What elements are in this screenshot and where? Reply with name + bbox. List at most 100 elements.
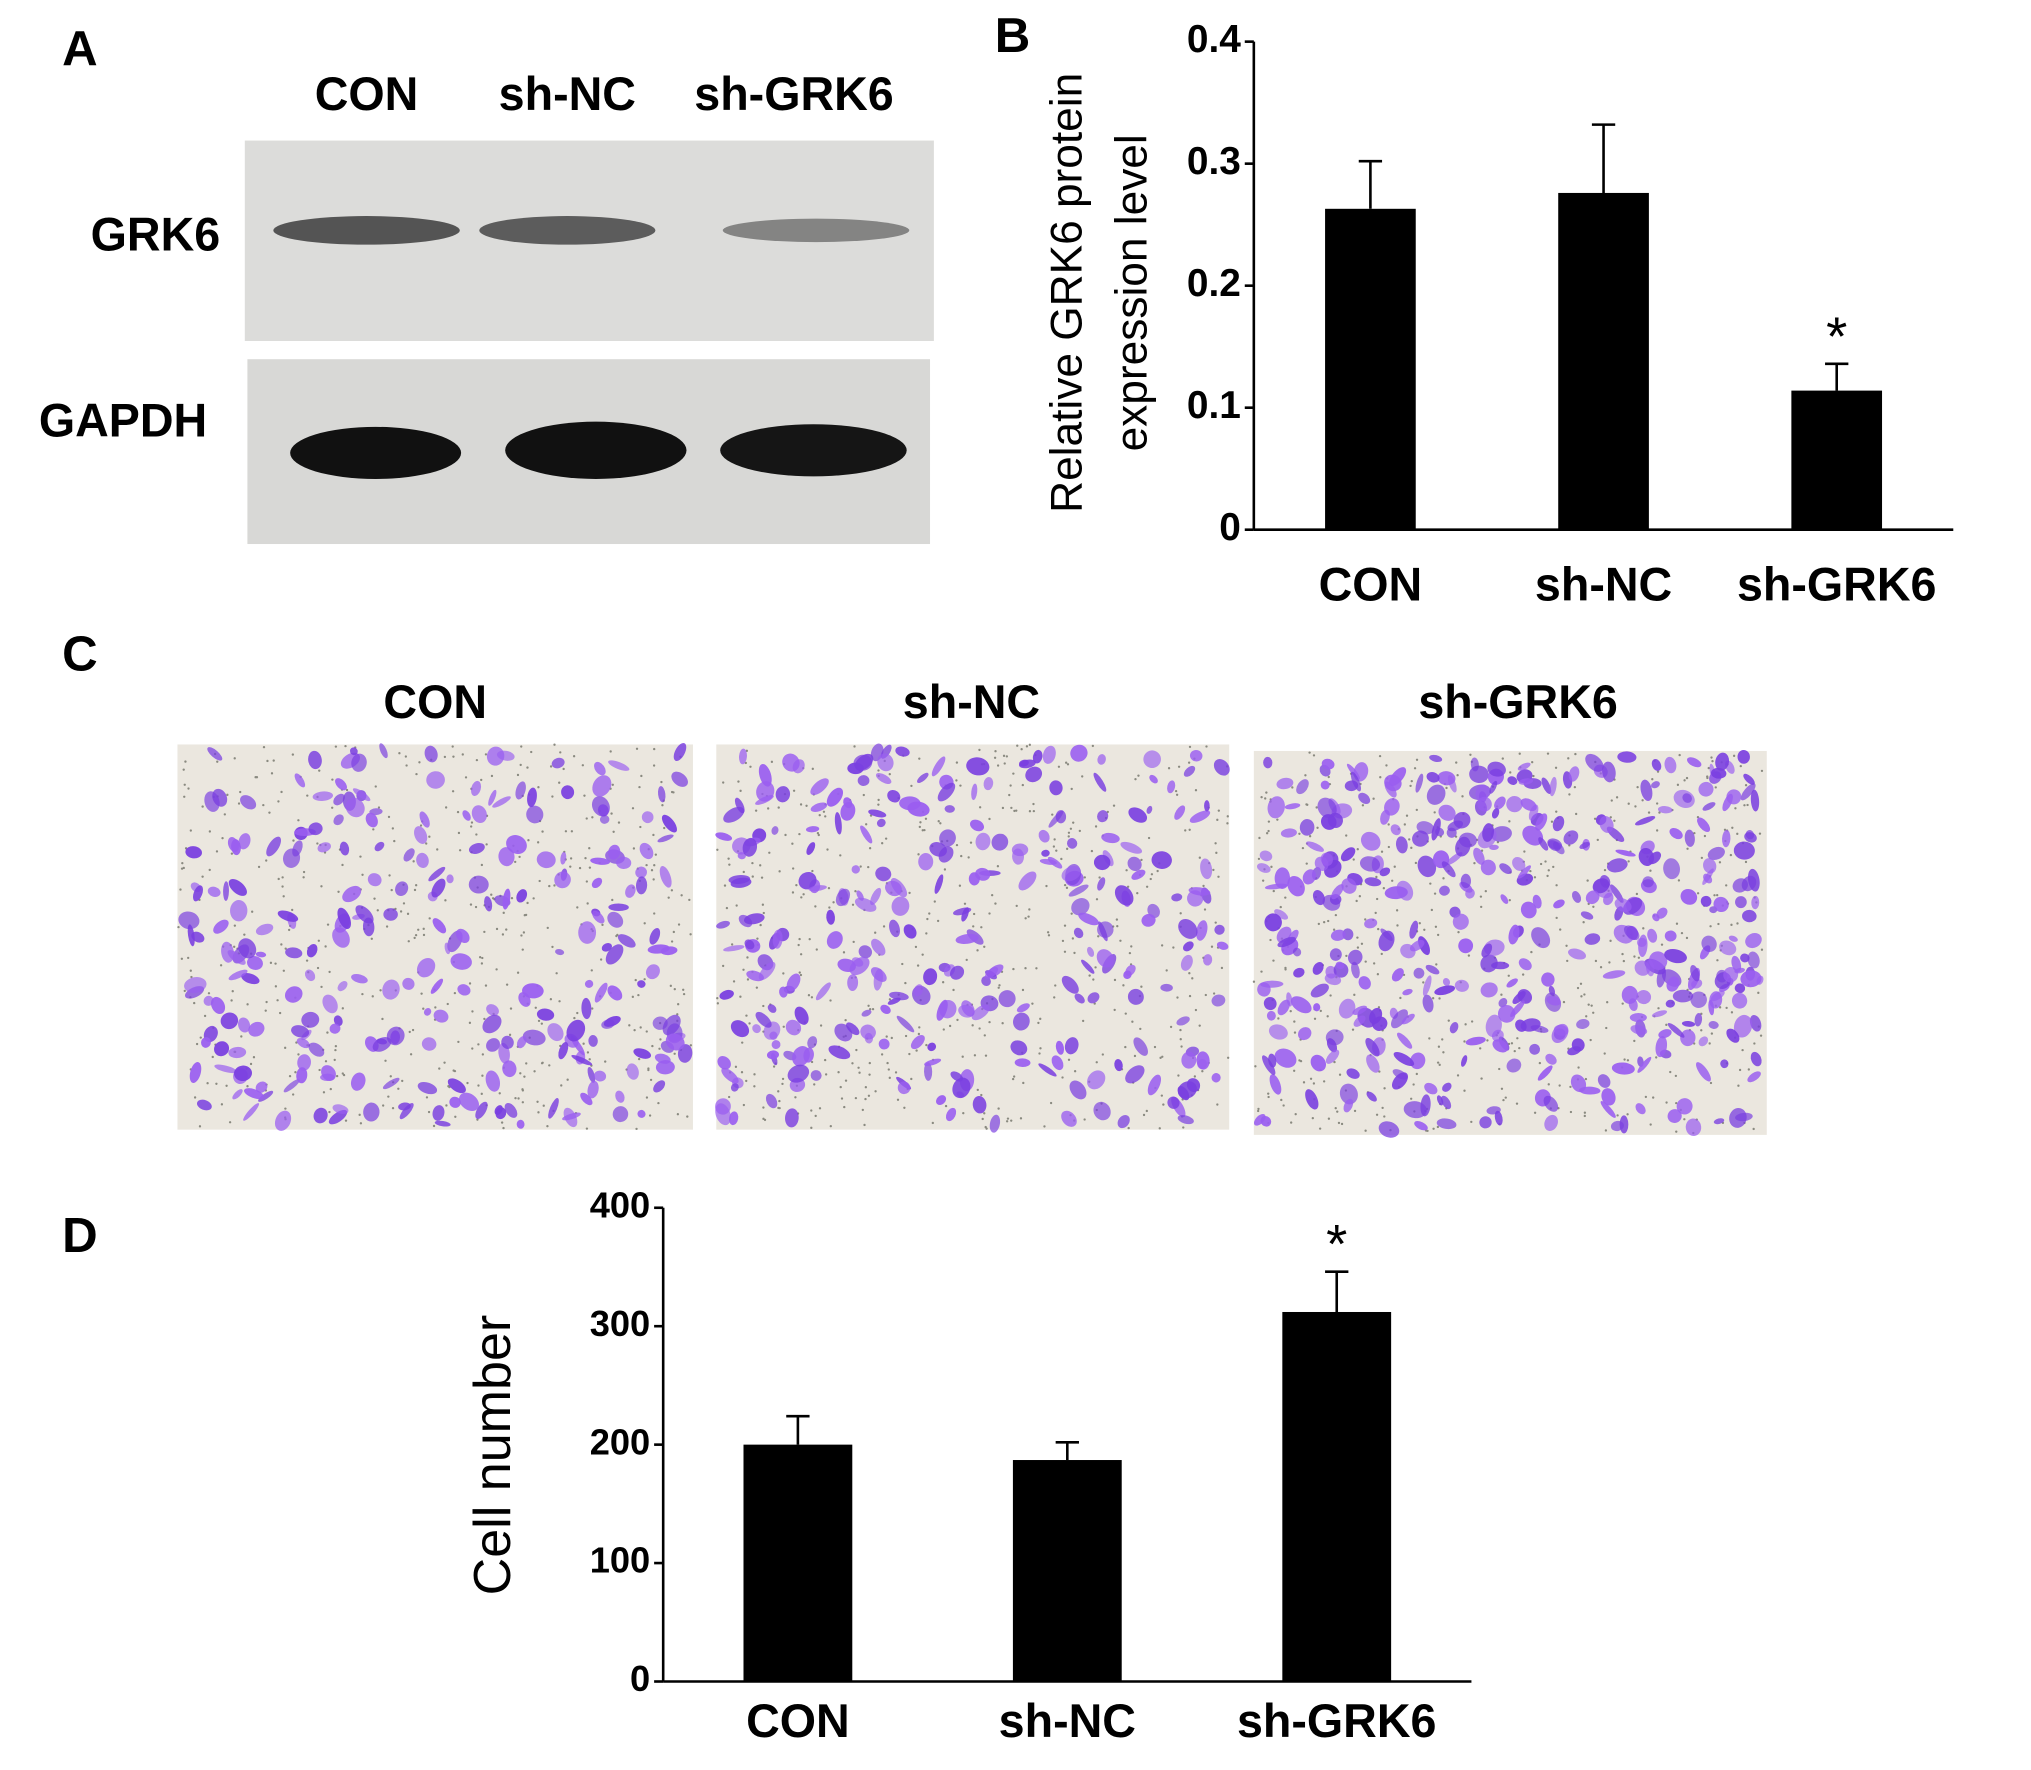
stained-cell — [984, 966, 999, 979]
pore — [877, 769, 880, 772]
pore — [1605, 1026, 1608, 1030]
pore — [867, 865, 870, 869]
pore — [1308, 835, 1312, 838]
stained-cell — [274, 1110, 292, 1131]
pore — [653, 912, 656, 915]
pore — [1345, 954, 1348, 958]
stained-cell — [1485, 1014, 1502, 1038]
pore — [980, 926, 983, 929]
stained-cell — [1049, 780, 1063, 796]
pore — [297, 819, 300, 822]
stained-cell — [296, 1037, 310, 1049]
stained-cell — [1061, 975, 1079, 994]
pore — [542, 1104, 545, 1107]
pore — [1179, 912, 1182, 915]
pore — [341, 863, 344, 867]
pore — [206, 1082, 209, 1085]
pore — [781, 1077, 785, 1081]
stained-cell — [652, 1016, 668, 1030]
pore — [1272, 889, 1275, 893]
pore — [466, 1081, 469, 1085]
pore — [978, 748, 981, 752]
pore — [972, 925, 975, 928]
pore — [1438, 997, 1441, 1000]
pore — [1580, 995, 1583, 998]
stained-cell — [961, 1000, 975, 1017]
pore — [1678, 753, 1681, 757]
x-tick-label: sh-NC — [999, 1695, 1136, 1747]
stained-cell — [616, 856, 632, 869]
pore — [1709, 925, 1712, 928]
stained-cell — [227, 950, 246, 965]
pore — [1024, 967, 1027, 970]
pore — [643, 922, 646, 925]
pore — [264, 1009, 267, 1012]
pore — [438, 1067, 441, 1070]
stained-cell — [937, 782, 956, 802]
pore — [583, 794, 586, 797]
pore — [1316, 826, 1319, 829]
stained-cell — [1506, 1058, 1522, 1073]
pore — [716, 848, 719, 851]
pore — [1550, 820, 1554, 823]
stained-cell — [502, 888, 511, 910]
pore — [1501, 757, 1504, 760]
stained-cell — [450, 953, 472, 970]
pore — [358, 1113, 361, 1116]
pore — [1071, 937, 1075, 940]
pore — [483, 1017, 486, 1021]
pore — [211, 1055, 214, 1059]
pore — [649, 1078, 653, 1082]
pore — [917, 1032, 921, 1036]
pore — [963, 902, 967, 905]
pore — [1160, 944, 1164, 947]
stained-cell — [1518, 958, 1532, 971]
pore — [1046, 931, 1050, 934]
pore — [749, 765, 752, 768]
pore — [1383, 1087, 1386, 1090]
pore — [680, 894, 683, 897]
pore — [1736, 922, 1739, 925]
stained-cell — [301, 1011, 320, 1028]
pore — [251, 910, 254, 913]
pore — [852, 940, 855, 944]
stained-cell — [723, 945, 745, 952]
pore — [302, 870, 306, 874]
pore — [516, 971, 520, 974]
pore — [434, 1006, 437, 1009]
pore — [1586, 879, 1589, 882]
pore — [880, 1053, 884, 1056]
pore — [609, 750, 612, 753]
pore — [1651, 778, 1654, 781]
pore — [1043, 1125, 1046, 1128]
pore — [886, 1061, 889, 1065]
stained-cell — [860, 825, 873, 844]
stained-cell — [428, 866, 446, 882]
pore — [207, 992, 211, 995]
pore — [1675, 1101, 1678, 1105]
pore — [792, 789, 796, 792]
stained-cell — [1731, 992, 1748, 1009]
pore — [1037, 1021, 1040, 1025]
stained-cell — [1347, 949, 1363, 966]
pore — [1175, 793, 1179, 796]
pore — [1609, 816, 1612, 819]
stained-cell — [536, 1008, 555, 1021]
stained-cell — [297, 1054, 311, 1071]
pore — [1145, 885, 1149, 888]
stained-cell — [1310, 983, 1329, 998]
stained-cell — [665, 1033, 685, 1051]
stained-cell — [247, 956, 263, 970]
stained-cell — [455, 928, 470, 944]
pore — [230, 852, 234, 855]
pore — [1657, 1007, 1660, 1010]
pore — [859, 865, 862, 868]
stained-cell — [1602, 761, 1616, 783]
pore — [1191, 977, 1194, 980]
stained-cell — [758, 961, 776, 981]
stained-cell — [1424, 1082, 1438, 1095]
pore — [1097, 935, 1100, 938]
pore — [1641, 799, 1644, 802]
stained-cell — [486, 1004, 499, 1016]
pore — [1606, 1001, 1609, 1004]
